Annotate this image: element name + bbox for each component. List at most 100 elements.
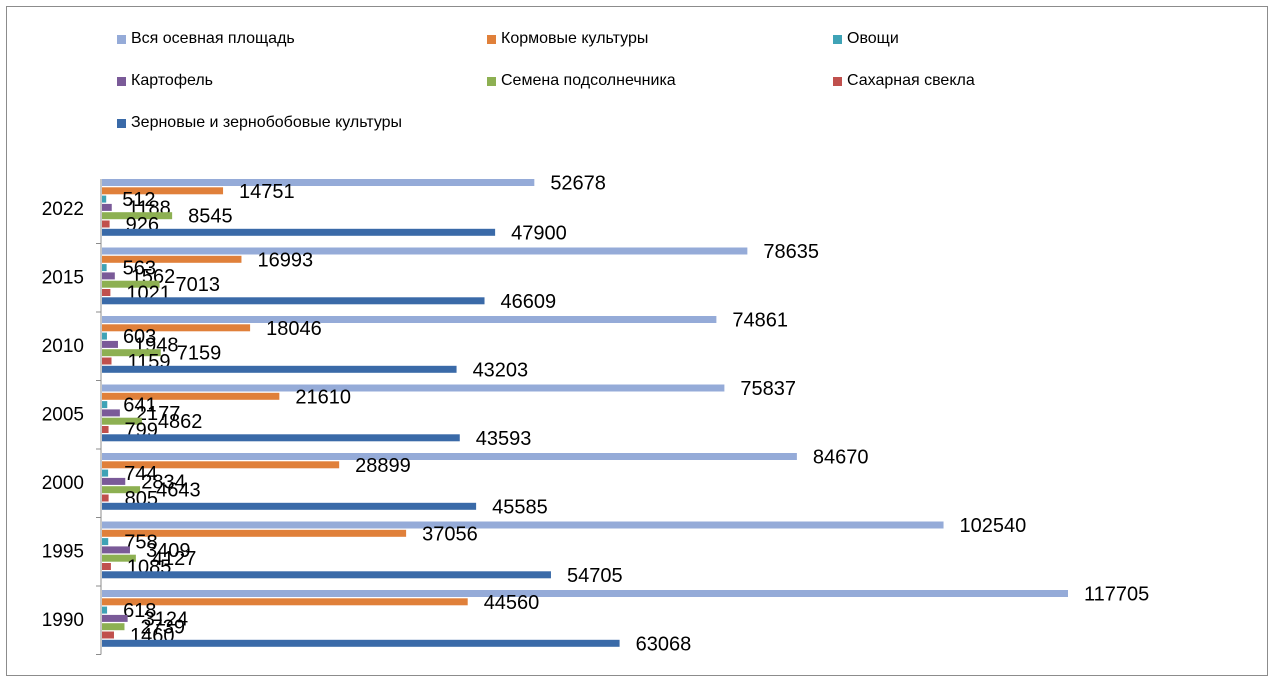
legend: Вся осевная площадь Кормовые культуры Овощ…	[7, 7, 1267, 167]
bar	[102, 340, 118, 348]
data-label: 7013	[176, 274, 221, 296]
data-label: 758	[124, 532, 157, 554]
legend-item: Семена подсолнечника	[487, 72, 676, 90]
data-label: 43593	[476, 428, 532, 450]
bar	[102, 187, 224, 195]
bar	[102, 639, 620, 647]
data-label: 4862	[158, 411, 203, 433]
legend-swatch	[117, 118, 126, 128]
data-label: 43203	[473, 359, 529, 381]
bar	[102, 384, 725, 392]
category-label: 2010	[42, 336, 84, 357]
legend-swatch	[487, 76, 496, 86]
data-label: 18046	[266, 318, 322, 340]
legend-item: Кормовые культуры	[487, 30, 648, 48]
legend-label: Овощи	[847, 30, 899, 47]
data-label: 2739	[140, 617, 185, 639]
data-label: 7159	[177, 343, 222, 365]
legend-label: Семена подсолнечника	[501, 72, 676, 89]
bar	[102, 289, 111, 296]
data-label: 14751	[239, 181, 295, 203]
bar	[102, 606, 108, 614]
category-label: 1990	[42, 610, 84, 631]
data-label: 54705	[567, 565, 623, 587]
bar	[102, 195, 107, 203]
bar	[102, 529, 407, 537]
data-label: 21610	[295, 386, 351, 408]
data-label: 84670	[813, 447, 869, 469]
data-label: 512	[122, 189, 155, 211]
legend-label: Сахарная свекла	[847, 72, 975, 89]
bar	[102, 228, 496, 236]
legend-swatch	[833, 76, 842, 86]
bar	[102, 280, 160, 288]
bar	[102, 220, 110, 228]
data-label: 78635	[763, 241, 819, 263]
bar	[102, 297, 485, 305]
legend-swatch	[117, 76, 126, 86]
bar	[102, 434, 460, 442]
bar	[102, 486, 141, 494]
data-label: 28899	[355, 455, 411, 477]
data-label: 2177	[136, 403, 181, 425]
chart-frame: Вся осевная площадь Кормовые культуры Овощ…	[6, 6, 1268, 676]
bar	[102, 590, 1068, 597]
data-label: 47900	[511, 222, 567, 244]
data-label: 563	[123, 258, 156, 280]
category-label: 2000	[42, 473, 84, 494]
legend-item: Зерновые и зернобобовые культуры	[117, 114, 402, 132]
data-label: 603	[123, 326, 156, 348]
bar	[102, 614, 128, 622]
bar	[102, 461, 340, 469]
data-label: 45585	[492, 496, 548, 518]
data-label: 117705	[1084, 584, 1149, 606]
data-label: 63068	[636, 633, 692, 655]
bar	[102, 212, 173, 220]
bar	[102, 365, 457, 373]
bar	[102, 598, 468, 606]
bar	[102, 392, 280, 400]
category-label: 2022	[42, 199, 84, 220]
bar	[102, 332, 107, 340]
bar	[102, 631, 114, 639]
data-label: 74861	[732, 310, 788, 332]
bar	[102, 247, 748, 255]
legend-label: Зерновые и зернобобовые культуры	[131, 114, 403, 131]
data-label: 3409	[146, 540, 191, 562]
legend-swatch	[117, 34, 126, 44]
bar	[102, 401, 108, 409]
data-label: 4643	[156, 480, 201, 502]
data-label: 641	[123, 395, 156, 417]
data-label: 2834	[141, 471, 186, 493]
bar	[102, 324, 251, 332]
data-label: 102540	[960, 515, 1027, 537]
legend-item: Вся осевная площадь	[117, 30, 295, 48]
bar	[102, 426, 109, 433]
bar	[102, 477, 126, 485]
bar	[102, 264, 107, 272]
bar	[102, 571, 551, 579]
bar	[102, 502, 477, 510]
data-label: 46609	[501, 291, 557, 313]
bar	[102, 316, 717, 323]
bar	[102, 453, 797, 460]
bar	[102, 623, 125, 631]
legend-item: Сахарная свекла	[833, 72, 975, 90]
data-label: 75837	[740, 378, 796, 400]
data-label: 37056	[422, 523, 478, 545]
bar	[102, 554, 136, 562]
bar	[102, 255, 242, 263]
bar	[102, 563, 111, 570]
category-label: 2015	[42, 268, 84, 289]
bar	[102, 546, 130, 554]
legend-swatch	[833, 34, 842, 44]
legend-label: Кормовые культуры	[501, 30, 649, 47]
data-label: 52678	[550, 173, 606, 195]
data-label: 4127	[152, 548, 197, 570]
bar	[102, 179, 535, 186]
bar	[102, 417, 142, 425]
category-label: 1995	[42, 542, 84, 563]
category-label: 2005	[42, 405, 84, 426]
data-label: 8545	[188, 206, 233, 228]
